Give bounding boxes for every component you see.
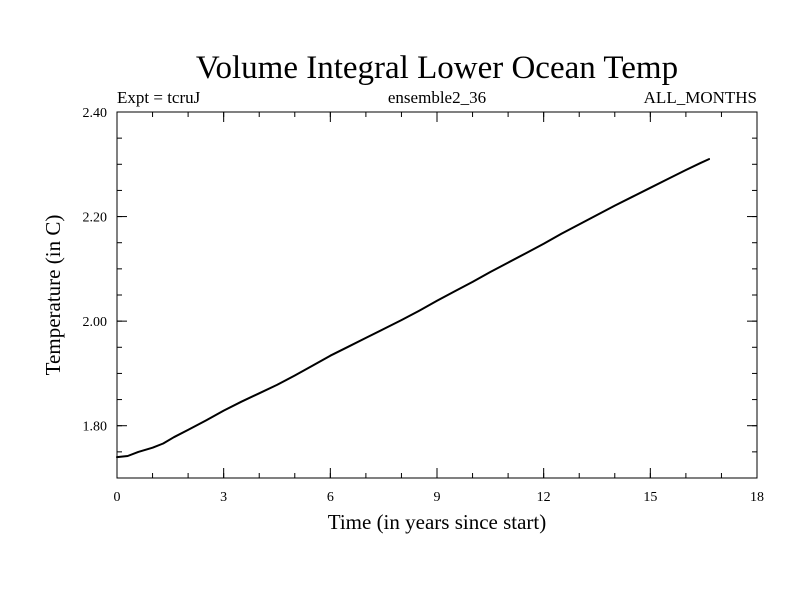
y-tick-label: 2.20 xyxy=(83,211,108,226)
x-tick-label: 3 xyxy=(220,490,227,505)
chart-title: Volume Integral Lower Ocean Temp xyxy=(196,50,678,86)
x-tick-label: 18 xyxy=(750,490,764,505)
x-tick-label: 12 xyxy=(537,490,551,505)
y-tick-label: 2.40 xyxy=(83,106,108,121)
axis-tick-labels: 0 3 6 9 12 15 18 1.80 2.00 2.20 2.40 xyxy=(83,106,765,505)
y-tick-label: 2.00 xyxy=(83,315,108,330)
y-axis-label: Temperature (in C) xyxy=(41,215,65,376)
x-tick-label: 15 xyxy=(643,490,657,505)
series-line xyxy=(116,158,710,459)
months-label: ALL_MONTHS xyxy=(644,88,757,107)
x-tick-label: 9 xyxy=(434,490,441,505)
axis-ticks xyxy=(116,111,758,479)
ensemble-label: ensemble2_36 xyxy=(388,88,486,107)
experiment-label: Expt = tcruJ xyxy=(117,88,201,107)
x-axis-label: Time (in years since start) xyxy=(328,510,547,534)
x-tick-label: 0 xyxy=(114,490,121,505)
plot-area-frame xyxy=(116,111,758,479)
y-tick-label: 1.80 xyxy=(83,420,108,435)
x-tick-label: 6 xyxy=(327,490,334,505)
